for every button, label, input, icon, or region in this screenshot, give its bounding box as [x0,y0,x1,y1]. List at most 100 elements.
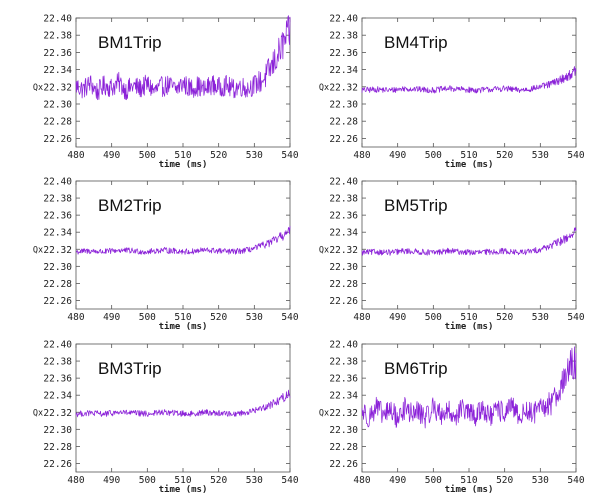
y-tick-label: 22.38 [43,31,72,42]
y-tick-label: 22.32 [329,408,358,419]
y-tick-label: 22.38 [329,31,358,42]
x-tick-label: 520 [210,475,227,486]
chart-panel-2: 22.40 22.38 22.36 22.34 22.32 22.30 22.28 22.26… [319,14,585,171]
y-tick-label: 22.40 [43,340,72,351]
x-tick-label: 530 [246,312,263,323]
y-tick-label: 22.26 [43,134,72,145]
x-tick-label: 500 [139,475,156,486]
y-tick-label: 22.28 [43,117,72,128]
y-tick-label: 22.40 [329,340,358,351]
x-tick-label: 500 [139,150,156,161]
x-tick-label: 480 [353,150,370,161]
y-axis-label: Qx [33,409,43,419]
x-tick-label: 540 [281,150,298,161]
x-tick-label: 530 [532,312,549,323]
chart-panel-1: 22.40 22.38 22.36 22.34 22.32 22.30 22.28 22.26… [33,14,299,171]
x-tick-label: 510 [174,150,191,161]
x-tick-label: 510 [460,150,477,161]
x-tick-label: 480 [353,475,370,486]
x-tick-label: 540 [567,150,584,161]
x-tick-label: 490 [103,150,120,161]
y-tick-label: 22.28 [43,442,72,453]
chart-panel-4: 22.40 22.38 22.36 22.34 22.32 22.30 22.28 22.26… [319,177,585,333]
x-tick-label: 510 [174,312,191,323]
x-tick-label: 510 [460,312,477,323]
x-axis-label: time (ms) [159,159,208,170]
x-tick-label: 490 [103,312,120,323]
series-line [75,389,291,418]
series-line [75,15,291,101]
y-tick-label: 22.26 [329,296,358,307]
y-tick-label: 22.30 [43,262,72,273]
x-tick-label: 520 [496,312,513,323]
x-tick-label: 540 [567,312,584,323]
x-tick-label: 500 [425,312,442,323]
x-tick-label: 500 [425,475,442,486]
chart-title: BM4Trip [384,33,448,52]
chart-panel-3: 22.40 22.38 22.36 22.34 22.32 22.30 22.28 22.26… [33,177,299,333]
x-tick-label: 530 [246,475,263,486]
series-line [361,66,577,94]
y-tick-label: 22.32 [329,245,358,256]
chart-title: BM6Trip [384,359,448,378]
y-tick-label: 22.28 [43,279,72,290]
y-tick-label: 22.36 [43,48,72,59]
x-axis-label: time (ms) [159,484,208,495]
y-tick-label: 22.34 [329,391,358,402]
y-tick-label: 22.30 [43,425,72,436]
series-line [361,227,577,256]
chart-title: BM2Trip [98,196,162,215]
series-line [75,226,291,255]
x-tick-label: 530 [246,150,263,161]
y-tick-label: 22.34 [43,65,72,76]
y-tick-label: 22.34 [329,65,358,76]
y-tick-label: 22.34 [329,228,358,239]
y-axis-label: Qx [319,246,329,256]
x-tick-label: 520 [496,475,513,486]
y-tick-label: 22.26 [329,134,358,145]
y-tick-label: 22.30 [43,100,72,111]
y-tick-label: 22.36 [329,374,358,385]
y-axis-label: Qx [33,246,43,256]
chart-title: BM3Trip [98,359,162,378]
y-tick-label: 22.40 [329,177,358,188]
y-tick-label: 22.32 [43,82,72,93]
y-tick-label: 22.32 [329,82,358,93]
y-tick-label: 22.38 [329,194,358,205]
x-tick-label: 520 [496,150,513,161]
y-tick-label: 22.36 [43,374,72,385]
x-tick-label: 540 [281,312,298,323]
x-axis-label: time (ms) [445,159,494,170]
x-tick-label: 490 [389,312,406,323]
x-tick-label: 490 [389,475,406,486]
series-line [361,346,577,429]
x-tick-label: 510 [460,475,477,486]
y-tick-label: 22.32 [43,408,72,419]
y-tick-label: 22.28 [329,442,358,453]
x-tick-label: 530 [532,475,549,486]
x-axis-label: time (ms) [445,484,494,495]
x-axis-label: time (ms) [445,321,494,332]
y-tick-label: 22.40 [329,14,358,25]
chart-title: BM1Trip [98,33,162,52]
chart-panel-5: 22.40 22.38 22.36 22.34 22.32 22.30 22.28 22.26… [33,340,299,496]
y-axis-label: Qx [319,83,329,93]
y-tick-label: 22.26 [329,459,358,470]
x-tick-label: 480 [67,150,84,161]
x-tick-label: 480 [67,475,84,486]
y-tick-label: 22.38 [43,357,72,368]
y-axis-label: Qx [319,409,329,419]
chart-title: BM5Trip [384,196,448,215]
x-tick-label: 490 [103,475,120,486]
x-tick-label: 500 [139,312,156,323]
y-tick-label: 22.26 [43,459,72,470]
x-tick-label: 520 [210,312,227,323]
y-tick-label: 22.36 [329,48,358,59]
x-axis-label: time (ms) [159,321,208,332]
y-tick-label: 22.30 [329,100,358,111]
y-tick-label: 22.38 [43,194,72,205]
y-tick-label: 22.36 [43,211,72,222]
x-tick-label: 520 [210,150,227,161]
y-tick-label: 22.30 [329,262,358,273]
